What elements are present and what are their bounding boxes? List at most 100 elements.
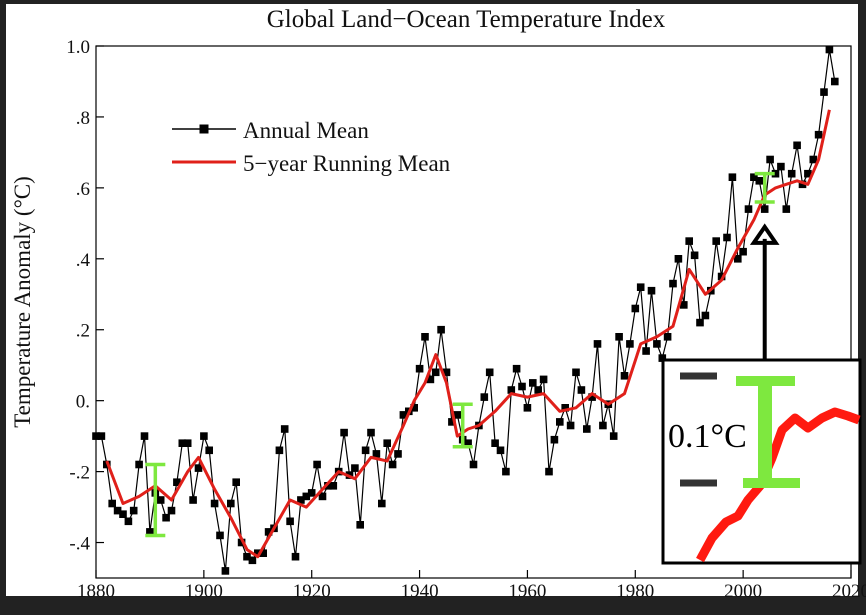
y-tick-label: .2 [76,321,90,342]
annual-point [760,205,769,213]
annual-point [318,492,327,501]
legend-annual-marker [199,124,209,134]
annual-point [324,482,332,490]
legend-annual-label: Annual Mean [243,118,369,143]
annual-point [545,467,553,476]
annual-point [156,496,165,504]
annual-point [291,552,300,561]
legend: Annual Mean 5−year Running Mean [172,118,451,176]
inset-error-bar-bottom [743,478,800,488]
annual-point [593,340,602,348]
annual-point [647,286,656,295]
y-axis: -.4 -.2 0. .2 .4 .6 .8 1.0 [66,37,104,555]
annual-point [108,499,116,508]
annual-point [307,489,316,497]
annual-point [399,411,408,419]
annotations [145,171,780,538]
inset-running-line [696,407,861,563]
annual-point [410,404,418,412]
annual-point [140,432,149,440]
annual-point [167,506,176,515]
inset-frame-edge [858,322,866,360]
annual-point [259,549,267,557]
x-tick-label: 1940 [401,581,439,602]
annual-point [787,169,796,178]
x-tick-label: 1980 [616,581,654,602]
annual-point [685,237,693,245]
annual-point [642,347,650,355]
annual-point [825,45,834,54]
annual-point [243,552,251,561]
annual-point [680,301,688,309]
annual-point [663,333,672,341]
annual-point [626,340,634,348]
annual-point [248,556,257,565]
annual-point [572,368,580,377]
annual-point [739,247,747,256]
x-tick-label: 1960 [508,581,546,602]
annual-point [534,386,542,394]
annual-point [669,279,677,288]
annual-point [297,496,305,504]
x-tick-label: 2020 [832,581,866,602]
x-tick-label: 1880 [77,581,115,602]
annual-point [286,517,294,526]
annual-point [313,460,321,469]
annual-point [653,340,661,348]
annual-point [561,404,569,412]
annual-point [550,435,559,444]
annual-point [421,333,429,341]
annual-point [701,311,710,320]
y-tick-label: -.4 [69,534,90,555]
annual-point [518,382,526,391]
annual-point [442,368,451,377]
annual-point [777,162,785,171]
annual-point [712,237,720,245]
plot-frame [95,45,852,579]
annual-point [809,155,818,164]
annual-point [831,77,839,86]
x-tick-label: 1900 [185,581,223,602]
annual-point [469,460,478,469]
annual-point [378,499,386,508]
annual-point [361,446,370,455]
annual-point [734,255,742,263]
x-tick-label: 2000 [724,581,762,602]
annual-point [577,386,586,394]
annual-point [583,425,591,433]
annual-point [146,528,154,536]
annual-point [674,255,683,263]
annual-point [237,538,246,547]
annual-point [556,418,564,426]
annual-point [523,404,532,412]
annual-point [485,368,494,377]
annual-point [464,439,472,447]
annual-point [194,464,203,472]
annual-point [728,173,737,181]
annual-point [189,496,197,504]
annual-point [631,304,640,313]
annual-point [798,180,807,189]
annual-point [750,173,758,181]
y-axis-label: Temperature Anomaly (°C) [10,176,35,428]
annual-point [766,155,774,164]
annual-point [566,421,575,430]
annual-point [793,141,801,150]
y-tick-label: -.2 [69,463,90,484]
annual-point [431,368,440,377]
annual-point [216,531,224,540]
annual-point [388,460,397,469]
running-mean-series [105,109,831,559]
inset-label: 0.1°C [668,418,747,455]
annual-point [92,432,100,440]
annual-point [512,364,521,373]
annual-point [599,421,607,430]
annual-point [609,432,618,440]
annual-point [502,467,510,476]
annual-point [129,506,138,515]
annual-point [426,375,435,384]
annual-point [227,499,235,508]
inset-error-bar-stem [758,382,772,486]
annual-point [135,460,143,469]
